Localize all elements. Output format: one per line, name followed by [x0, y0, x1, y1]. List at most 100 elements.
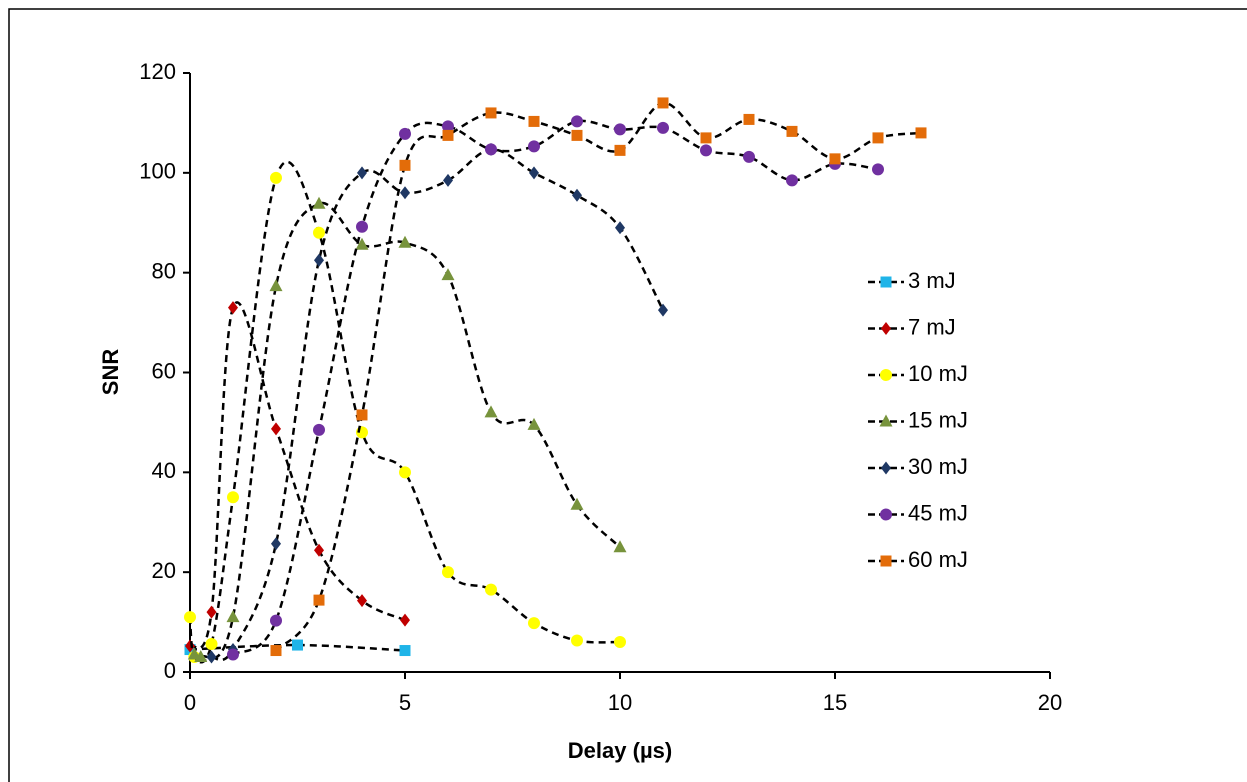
marker [357, 594, 367, 608]
marker [527, 417, 541, 430]
marker [614, 123, 626, 136]
marker [657, 97, 669, 109]
series-line [193, 201, 621, 661]
marker [399, 159, 411, 171]
marker [700, 144, 712, 157]
x-axis-title: Delay (µs) [568, 738, 672, 763]
marker [399, 645, 411, 657]
marker [399, 466, 411, 479]
marker [743, 150, 755, 163]
marker [658, 303, 668, 317]
marker [271, 537, 281, 551]
x-tick-label: 15 [823, 690, 847, 715]
marker [571, 115, 583, 128]
legend-marker [880, 276, 892, 288]
marker [484, 405, 498, 418]
marker [292, 639, 303, 651]
marker [399, 127, 411, 140]
legend-marker [881, 322, 891, 335]
y-tick-label: 60 [152, 358, 176, 383]
marker [872, 163, 884, 176]
marker [314, 543, 324, 557]
legend-marker [879, 414, 893, 427]
x-tick-label: 20 [1038, 690, 1062, 715]
marker [314, 253, 324, 267]
marker [442, 129, 454, 141]
y-tick-label: 120 [139, 59, 176, 84]
y-tick-label: 80 [152, 258, 176, 283]
marker [206, 650, 217, 664]
marker [443, 173, 453, 187]
marker [485, 143, 497, 156]
legend-marker [880, 508, 892, 521]
marker [613, 540, 627, 553]
marker [442, 566, 454, 579]
y-tick-label: 40 [152, 458, 176, 483]
marker [743, 113, 755, 125]
y-axis-title: SNR [98, 349, 123, 396]
marker [206, 605, 217, 619]
marker [313, 594, 325, 606]
y-tick-label: 20 [152, 558, 176, 583]
x-tick-label: 5 [399, 690, 411, 715]
marker [528, 115, 540, 127]
series-line [232, 119, 879, 656]
marker [313, 423, 325, 436]
marker [829, 153, 841, 165]
marker [657, 121, 669, 134]
marker [442, 120, 454, 133]
series-line [188, 301, 406, 650]
legend-label: 45 mJ [908, 500, 968, 525]
legend-marker [880, 555, 892, 567]
marker [485, 583, 497, 596]
y-tick-label: 100 [139, 159, 176, 184]
marker [205, 638, 218, 651]
legend-marker [881, 461, 891, 475]
marker [700, 132, 712, 144]
marker [356, 220, 368, 233]
marker [271, 422, 281, 436]
marker [270, 171, 282, 184]
marker [228, 301, 238, 315]
marker [441, 268, 455, 281]
series-line [275, 101, 922, 652]
marker [194, 650, 208, 663]
series-line [211, 148, 665, 662]
marker [915, 127, 927, 139]
x-tick-label: 10 [608, 690, 632, 715]
marker [270, 614, 282, 627]
marker [227, 648, 239, 661]
marker [529, 166, 539, 180]
marker [313, 226, 325, 239]
marker [571, 129, 583, 141]
legend-label: 60 mJ [908, 547, 968, 572]
x-tick-label: 0 [184, 690, 196, 715]
legend-label: 15 mJ [908, 407, 968, 432]
legend-label: 30 mJ [908, 454, 968, 479]
marker [226, 610, 240, 623]
marker [227, 491, 239, 504]
marker [398, 235, 412, 248]
marker [614, 636, 626, 649]
y-tick-label: 0 [164, 658, 176, 683]
marker [356, 409, 368, 421]
marker [570, 497, 584, 510]
legend-marker [880, 369, 892, 381]
marker [615, 221, 625, 235]
legend-label: 7 mJ [908, 314, 956, 339]
marker [786, 125, 798, 137]
legend-label: 3 mJ [908, 268, 956, 293]
marker [528, 617, 540, 630]
marker [872, 132, 884, 144]
marker [400, 186, 410, 200]
frame [8, 8, 1247, 782]
marker [355, 237, 369, 250]
marker [528, 140, 540, 153]
marker [269, 279, 283, 292]
marker [485, 107, 497, 119]
marker [572, 188, 582, 202]
legend-label: 10 mJ [908, 361, 968, 386]
marker [614, 144, 626, 156]
